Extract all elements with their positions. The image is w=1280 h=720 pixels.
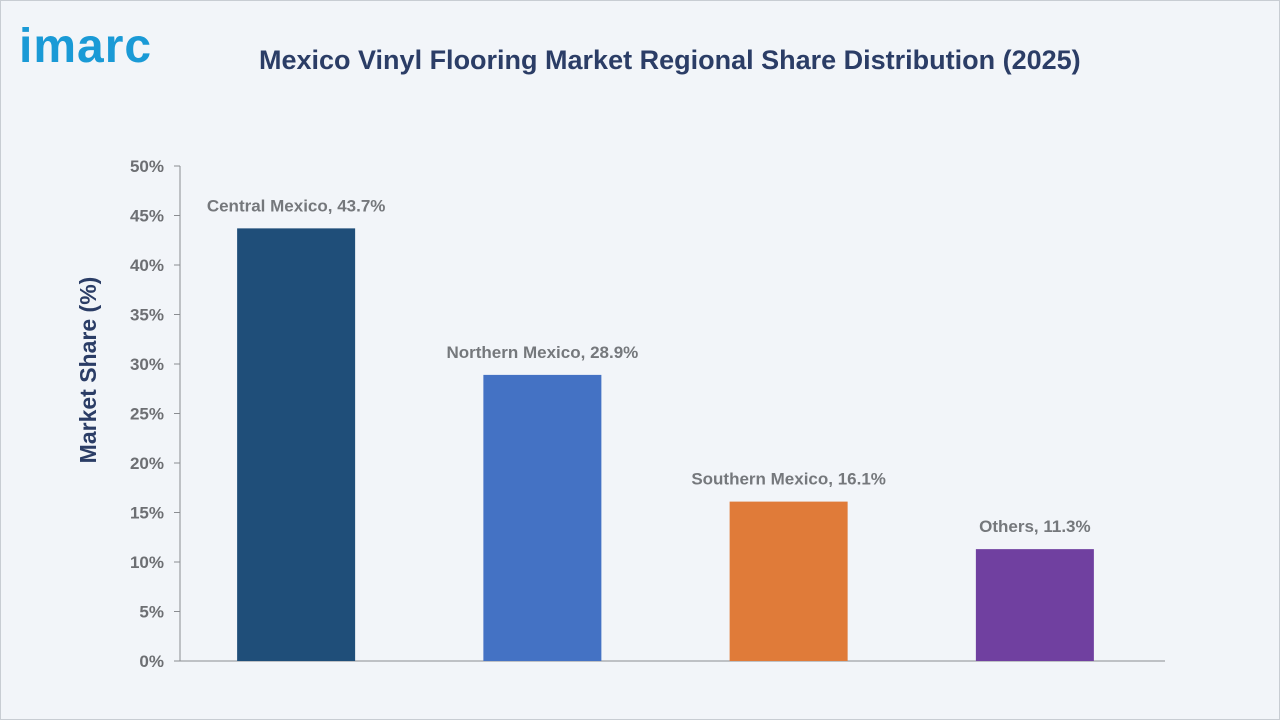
bar-others — [975, 549, 1094, 661]
bar-southern-mexico — [729, 501, 848, 661]
data-label: Others, 11.3% — [979, 517, 1091, 536]
data-label: Southern Mexico, 16.1% — [691, 470, 886, 489]
y-tick-label: 0% — [139, 652, 164, 671]
y-tick-label: 15% — [130, 504, 164, 523]
y-tick-label: 40% — [130, 256, 164, 275]
y-tick-label: 10% — [130, 553, 164, 572]
chart-title: Mexico Vinyl Flooring Market Regional Sh… — [259, 45, 1081, 75]
data-label: Northern Mexico, 28.9% — [446, 343, 638, 362]
data-labels: Central Mexico, 43.7% Northern Mexico, 28… — [207, 196, 1091, 536]
y-tick-label: 5% — [139, 603, 164, 622]
bar-northern-mexico — [483, 374, 602, 661]
bars — [237, 228, 1094, 661]
y-tick-label: 50% — [130, 157, 164, 176]
axes: 0% 5% 10% 15% 20% 25% 30% 35% 40% 45% 50% — [130, 157, 1165, 671]
imarc-logo: imarc — [19, 20, 153, 73]
y-tick-label: 30% — [130, 355, 164, 374]
data-label: Central Mexico, 43.7% — [207, 196, 386, 215]
bar-central-mexico — [237, 228, 356, 661]
y-axis-label: Market Share (%) — [75, 277, 101, 464]
y-tick-label: 35% — [130, 306, 164, 325]
y-tick-label: 20% — [130, 454, 164, 473]
y-tick-label: 25% — [130, 405, 164, 424]
y-tick-label: 45% — [130, 207, 164, 226]
